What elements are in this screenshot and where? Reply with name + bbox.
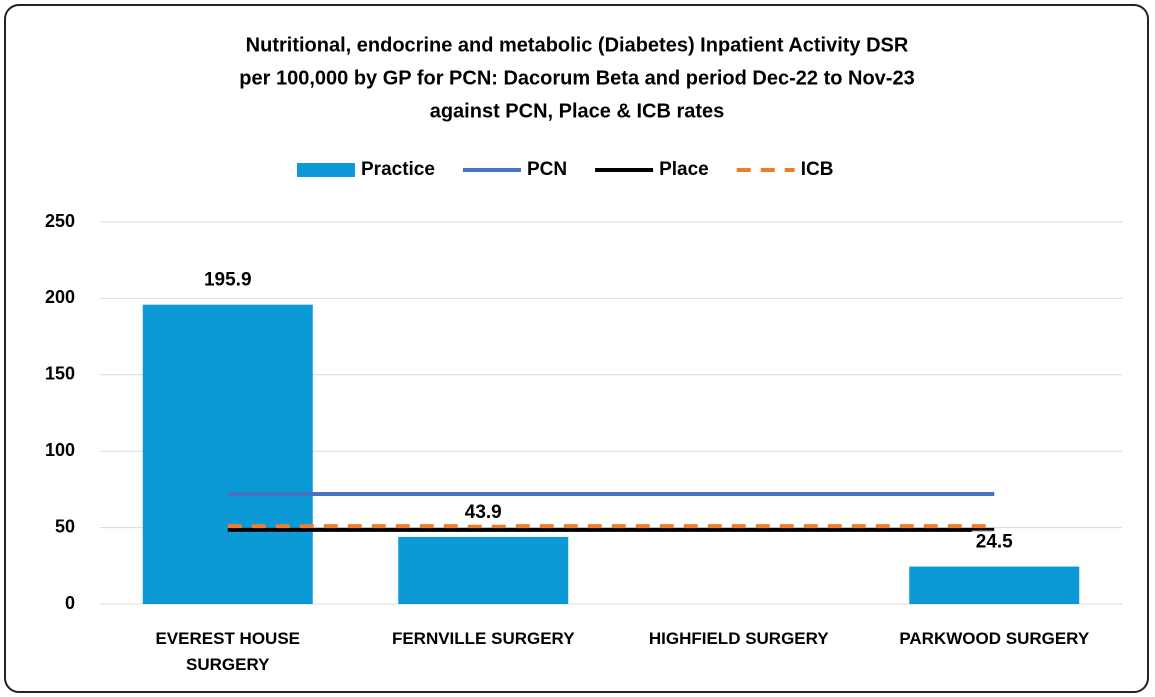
y-tick-label: 0 — [65, 593, 75, 613]
legend-label: ICB — [801, 159, 834, 180]
legend-label: Place — [659, 159, 709, 180]
chart-title: Nutritional, endocrine and metabolic (Di… — [246, 34, 909, 56]
x-tick-label: EVEREST HOUSE SURGERY — [155, 629, 301, 674]
data-label-bg — [460, 500, 506, 525]
chart-title: per 100,000 by GP for PCN: Dacorum Beta … — [239, 67, 914, 89]
y-tick-label: 250 — [45, 211, 75, 231]
legend-label: PCN — [527, 159, 567, 180]
legend-label: Practice — [361, 159, 435, 180]
y-tick-label: 50 — [55, 516, 75, 536]
data-label: 195.9 — [204, 270, 252, 291]
chart-title: against PCN, Place & ICB rates — [430, 100, 725, 122]
data-label-bg — [971, 530, 1017, 555]
x-tick-label: FERNVILLE SURGERY — [391, 629, 575, 648]
y-tick-label: 200 — [45, 287, 75, 307]
bar — [909, 566, 1080, 604]
data-label: 24.5 — [976, 532, 1013, 553]
data-label: 43.9 — [465, 502, 502, 523]
y-tick-label: 150 — [45, 364, 75, 384]
x-tick-label: PARKWOOD SURGERY — [899, 629, 1090, 648]
legend-swatch — [297, 163, 355, 177]
bar — [398, 536, 569, 604]
bar — [142, 304, 313, 604]
y-tick-label: 100 — [45, 440, 75, 460]
x-tick-label: HIGHFIELD SURGERY — [648, 629, 829, 648]
data-label-bg — [199, 268, 256, 293]
